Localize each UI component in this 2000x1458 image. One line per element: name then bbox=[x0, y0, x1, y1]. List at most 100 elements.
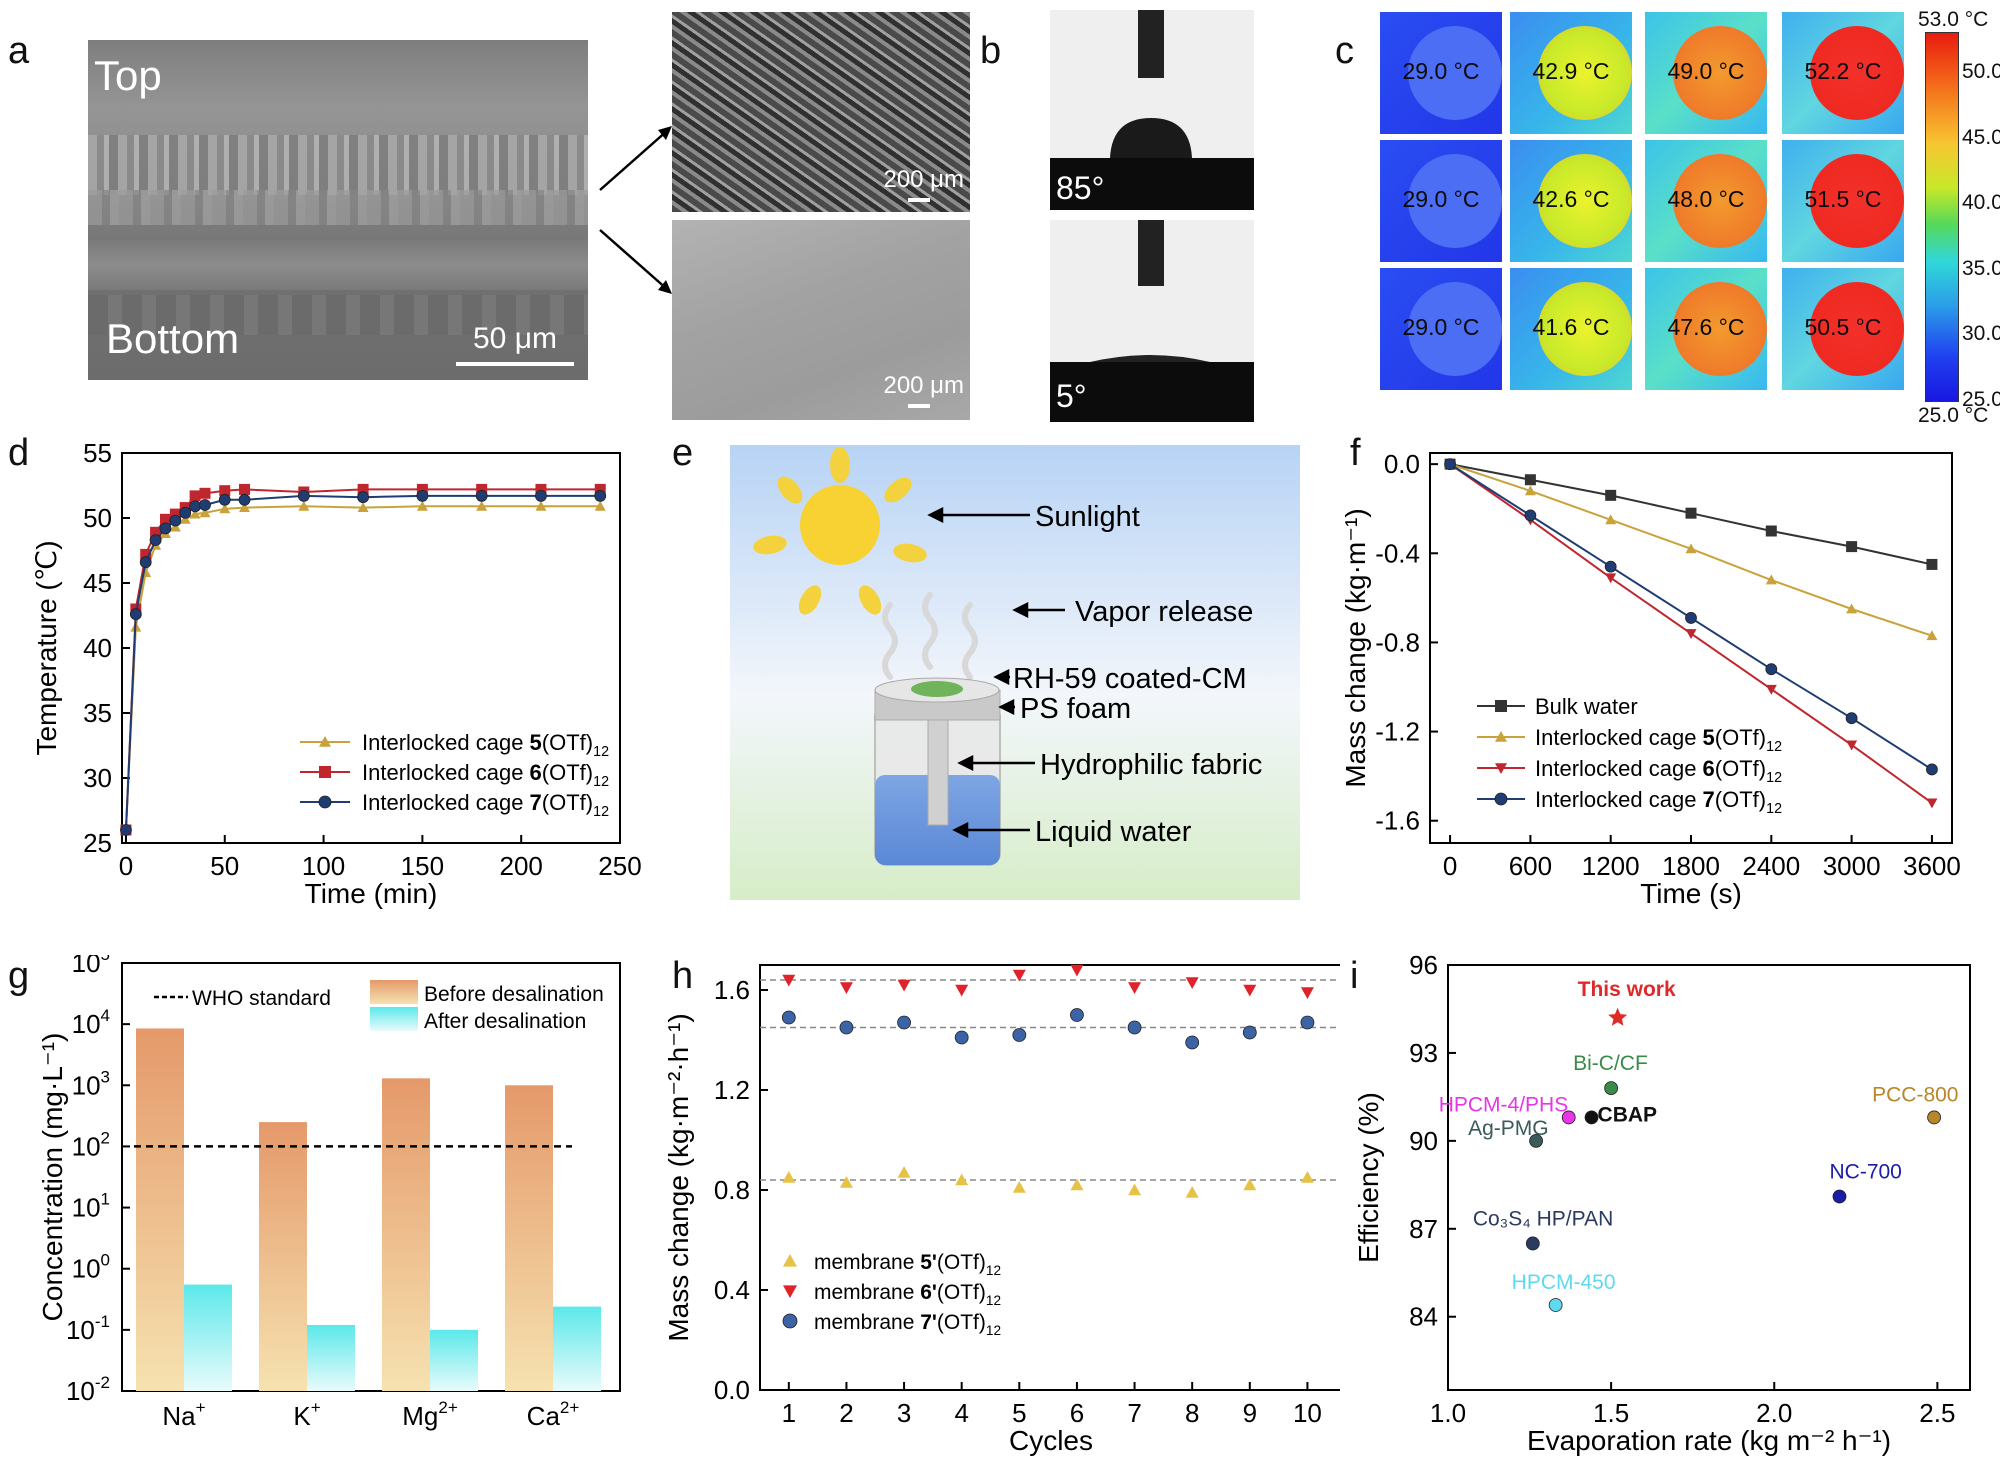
y-tick-exp: -2 bbox=[95, 1373, 110, 1392]
data-point bbox=[1765, 525, 1777, 537]
y-tick-label: 50 bbox=[83, 503, 112, 533]
x-tick-label: 5 bbox=[1012, 1398, 1026, 1428]
x-tick-label: 10 bbox=[1293, 1398, 1322, 1428]
label-sunlight: Sunlight bbox=[1035, 501, 1140, 533]
x-axis-label: Time (min) bbox=[305, 878, 438, 909]
data-point bbox=[1012, 1028, 1027, 1042]
chart-g-concentration: 10-210-1100101102103104105Na+K+Mg2+Ca2+W… bbox=[37, 955, 621, 1431]
chart-d-temperature: 0 50 100 150 200 250 25 30 35 40 45 50 55 Time (min) T… bbox=[31, 438, 642, 909]
legend-sub: 12 bbox=[593, 774, 609, 790]
label-coated-cm: RH-59 coated-CM bbox=[1013, 663, 1247, 695]
x-tick-label: 0 bbox=[1443, 851, 1457, 881]
data-point bbox=[297, 490, 310, 502]
legend-suffix: (OTf) bbox=[1715, 725, 1766, 750]
label-vapor-release: Vapor release bbox=[1075, 596, 1253, 628]
colorbar-tick-label: 40.0 bbox=[1962, 191, 2000, 214]
panel-label-a: a bbox=[8, 30, 30, 72]
data-point bbox=[1300, 1015, 1315, 1030]
colorbar-tick-label: 35.0 bbox=[1962, 256, 2000, 280]
vapor-icon bbox=[882, 592, 978, 680]
y-tick-label: 0.0 bbox=[714, 1375, 750, 1405]
x-tick-label: Na+ bbox=[162, 1398, 205, 1431]
x-tick-label: 6 bbox=[1070, 1398, 1084, 1428]
legend-sub: 12 bbox=[986, 1263, 1001, 1278]
legend-bold: 5' bbox=[920, 1251, 937, 1274]
y-tick-base: 10 bbox=[72, 955, 101, 978]
data-point bbox=[594, 490, 607, 502]
thermal-sample-disc bbox=[1408, 26, 1502, 120]
thermal-temp-label: 47.6 °C bbox=[1667, 314, 1745, 340]
thermal-temp-label: 29.0 °C bbox=[1402, 58, 1480, 84]
label-ps-foam: PS foam bbox=[1020, 693, 1131, 725]
thermal-image: 51.5 °C bbox=[1782, 140, 1904, 262]
sem-small-bottom-scalebar-label: 200 μm bbox=[883, 372, 964, 399]
thermal-temp-label: 42.9 °C bbox=[1532, 58, 1610, 84]
sem-bottom-label: Bottom bbox=[106, 315, 240, 362]
legend-marker bbox=[783, 1285, 797, 1298]
data-point bbox=[1832, 1189, 1847, 1204]
thermal-sample-disc bbox=[1810, 26, 1904, 120]
y-tick-exp: 0 bbox=[101, 1251, 110, 1270]
data-point bbox=[189, 490, 201, 502]
x-tick-base: Mg bbox=[402, 1401, 438, 1431]
thermal-temp-label: 48.0 °C bbox=[1667, 186, 1745, 212]
legend-bold: 7' bbox=[920, 1311, 937, 1334]
legend-sub: 12 bbox=[1766, 801, 1782, 817]
y-tick-base: 10 bbox=[72, 1070, 101, 1100]
legend-marker bbox=[783, 1254, 797, 1267]
y-axis-label: Temperature (℃) bbox=[31, 540, 62, 755]
x-tick-label: 100 bbox=[302, 851, 345, 881]
data-point bbox=[179, 513, 191, 524]
panel-label-c: c bbox=[1335, 30, 1354, 72]
legend-sub: 12 bbox=[593, 744, 609, 760]
legend-marker bbox=[782, 1313, 798, 1329]
thermal-temp-label: 29.0 °C bbox=[1402, 314, 1480, 340]
legend-suffix: (OTf) bbox=[542, 760, 593, 785]
data-point bbox=[219, 485, 231, 497]
legend-sub: 12 bbox=[986, 1293, 1001, 1308]
x-tick-label: 3 bbox=[897, 1398, 911, 1428]
y-tick-label: -1.6 bbox=[1375, 806, 1420, 836]
data-point bbox=[416, 483, 428, 495]
x-tick-label: 2 bbox=[839, 1398, 853, 1428]
contact-angle-image-bottom: 5° bbox=[1050, 220, 1254, 422]
data-point bbox=[1846, 603, 1858, 614]
x-tick-sup: + bbox=[196, 1398, 206, 1417]
y-tick-exp: 4 bbox=[101, 1006, 110, 1025]
x-axis-label: Time (s) bbox=[1640, 878, 1742, 909]
legend-label: membrane 6'(OTf)12 bbox=[814, 1281, 1001, 1308]
legend-label: Interlocked cage 6(OTf)12 bbox=[362, 760, 609, 790]
thermal-sample-disc bbox=[1408, 282, 1502, 376]
bar-before bbox=[382, 1078, 430, 1391]
data-point bbox=[1927, 1110, 1942, 1125]
data-point bbox=[781, 1010, 796, 1025]
thermal-image: 42.6 °C bbox=[1510, 140, 1632, 262]
data-point bbox=[416, 500, 428, 511]
legend-bold: 5 bbox=[1703, 725, 1715, 750]
y-tick-label: 55 bbox=[83, 438, 112, 468]
y-axis-label: Efficiency (%) bbox=[1353, 1092, 1384, 1263]
data-point bbox=[1524, 474, 1536, 486]
legend-marker bbox=[1495, 700, 1507, 712]
thermal-image: 29.0 °C bbox=[1380, 140, 1502, 262]
x-tick-label: 7 bbox=[1127, 1398, 1141, 1428]
legend-bold: 5 bbox=[530, 730, 542, 755]
thermal-image: 48.0 °C bbox=[1645, 140, 1767, 262]
thermal-sample-disc bbox=[1810, 154, 1904, 248]
y-tick-label: 0.8 bbox=[714, 1175, 750, 1205]
y-tick-label: 101 bbox=[72, 1190, 110, 1223]
y-tick-label: 35 bbox=[83, 698, 112, 728]
colorbar-min-label: 25.0 °C bbox=[1918, 404, 1989, 427]
data-point bbox=[199, 499, 211, 511]
data-point bbox=[169, 514, 182, 527]
data-point bbox=[1605, 489, 1617, 501]
thermal-sample-disc bbox=[1810, 282, 1904, 376]
legend-label: Interlocked cage 6(OTf)12 bbox=[1535, 756, 1782, 786]
y-tick-label: -1.2 bbox=[1375, 717, 1420, 747]
data-point bbox=[239, 502, 251, 512]
x-tick-label: 2400 bbox=[1742, 851, 1800, 881]
sem-bottom-surface-image: 200 μm bbox=[672, 220, 970, 420]
legend-suffix: (OTf) bbox=[1715, 756, 1766, 781]
data-point bbox=[357, 502, 369, 512]
